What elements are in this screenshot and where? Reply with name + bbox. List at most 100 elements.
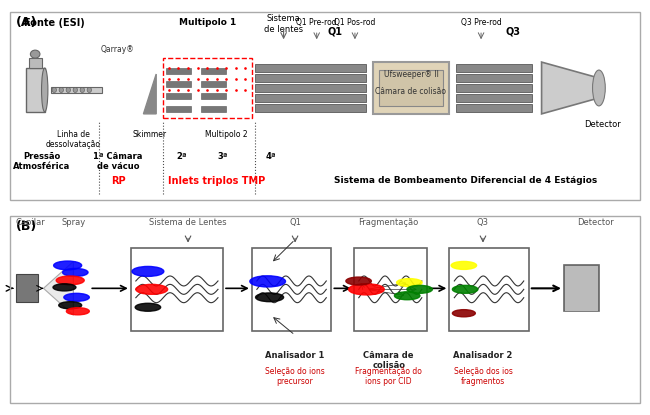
Text: Q3: Q3 xyxy=(477,217,489,227)
Bar xyxy=(456,104,532,112)
Circle shape xyxy=(395,292,420,300)
Text: Analisador 1: Analisador 1 xyxy=(265,351,325,360)
Bar xyxy=(255,104,367,112)
Text: Sistema de Lentes: Sistema de Lentes xyxy=(150,217,227,227)
Polygon shape xyxy=(144,74,156,114)
Text: Q1: Q1 xyxy=(327,26,342,36)
Ellipse shape xyxy=(42,68,48,112)
Bar xyxy=(564,266,599,311)
Bar xyxy=(379,70,443,106)
Text: Sistema de Bombeamento Diferencial de 4 Estágios: Sistema de Bombeamento Diferencial de 4 … xyxy=(333,176,597,185)
Bar xyxy=(255,84,367,92)
Text: Spray: Spray xyxy=(61,217,86,227)
Polygon shape xyxy=(44,261,73,315)
Bar xyxy=(25,68,45,112)
Circle shape xyxy=(53,284,76,291)
Bar xyxy=(51,87,102,93)
Bar xyxy=(252,247,332,331)
Bar xyxy=(166,81,191,87)
Text: Detector: Detector xyxy=(584,120,621,129)
Circle shape xyxy=(396,278,422,287)
Text: 3ª: 3ª xyxy=(218,152,228,161)
Bar xyxy=(255,74,367,82)
Text: Multipolo 1: Multipolo 1 xyxy=(179,18,236,27)
Text: (A): (A) xyxy=(16,16,38,29)
Bar xyxy=(255,94,367,102)
Text: Q1 Pos-rod: Q1 Pos-rod xyxy=(334,18,376,27)
Ellipse shape xyxy=(80,88,84,93)
Text: (B): (B) xyxy=(16,220,37,233)
Circle shape xyxy=(54,261,82,270)
Circle shape xyxy=(136,284,168,294)
Bar xyxy=(255,64,367,72)
Bar xyxy=(201,106,226,112)
Text: 2ª: 2ª xyxy=(176,152,187,161)
Ellipse shape xyxy=(66,88,70,93)
Text: Câmara de colisão: Câmara de colisão xyxy=(376,88,447,96)
Circle shape xyxy=(62,269,88,276)
Circle shape xyxy=(135,303,161,311)
Bar xyxy=(166,93,191,99)
Text: Fragmentação do
ions por CID: Fragmentação do ions por CID xyxy=(356,367,422,386)
Bar xyxy=(201,93,226,99)
Bar xyxy=(16,274,38,302)
Circle shape xyxy=(346,277,371,285)
Text: Pressão
Atmosférica: Pressão Atmosférica xyxy=(13,152,70,171)
Circle shape xyxy=(407,286,432,293)
Circle shape xyxy=(64,293,89,301)
Circle shape xyxy=(132,266,164,276)
Text: Q3: Q3 xyxy=(506,26,521,36)
Bar xyxy=(456,74,532,82)
Circle shape xyxy=(250,276,285,287)
Text: Capilar: Capilar xyxy=(16,217,46,227)
Ellipse shape xyxy=(593,70,605,106)
Text: Skimmer: Skimmer xyxy=(133,130,167,139)
Circle shape xyxy=(58,302,82,309)
Circle shape xyxy=(451,261,476,269)
Text: Detector: Detector xyxy=(577,217,614,227)
Circle shape xyxy=(255,293,283,302)
Bar xyxy=(456,94,532,102)
Text: Analisador 2: Analisador 2 xyxy=(453,351,513,360)
Bar xyxy=(373,62,449,114)
Ellipse shape xyxy=(31,50,40,58)
Ellipse shape xyxy=(52,88,57,93)
Bar xyxy=(201,68,226,74)
Circle shape xyxy=(348,284,384,295)
Bar xyxy=(166,68,191,74)
Text: Q3 Pre-rod: Q3 Pre-rod xyxy=(461,18,501,27)
Circle shape xyxy=(56,276,84,285)
Text: Multipolo 2: Multipolo 2 xyxy=(205,130,248,139)
Text: Seleção dos ios
fragmentos: Seleção dos ios fragmentos xyxy=(454,367,512,386)
Bar xyxy=(456,84,532,92)
Bar xyxy=(564,266,598,311)
Bar xyxy=(162,58,252,118)
Ellipse shape xyxy=(59,88,64,93)
Ellipse shape xyxy=(87,88,92,93)
Bar xyxy=(166,106,191,112)
Polygon shape xyxy=(541,62,599,114)
Text: 1ª Câmara
de vácuo: 1ª Câmara de vácuo xyxy=(94,152,142,171)
Text: Câmara de
colisão: Câmara de colisão xyxy=(363,351,414,371)
Text: Ufsweeper® II: Ufsweeper® II xyxy=(384,70,439,78)
Text: Fragmentação: Fragmentação xyxy=(359,217,419,227)
Bar xyxy=(29,58,42,68)
Text: Fonte (ESI): Fonte (ESI) xyxy=(24,18,84,28)
Text: Q1: Q1 xyxy=(289,217,301,227)
Ellipse shape xyxy=(73,88,77,93)
Circle shape xyxy=(66,308,89,315)
Text: Inlets triplos TMP: Inlets triplos TMP xyxy=(168,176,265,186)
Text: Q1 Pre-rod: Q1 Pre-rod xyxy=(296,18,337,27)
Circle shape xyxy=(452,286,478,293)
Bar xyxy=(354,247,427,331)
Text: Qarray®: Qarray® xyxy=(101,45,135,54)
Text: Sistema
de lentes: Sistema de lentes xyxy=(264,14,303,34)
Bar xyxy=(449,247,529,331)
Circle shape xyxy=(452,310,475,317)
Bar xyxy=(131,247,223,331)
Text: RP: RP xyxy=(111,176,125,186)
Text: Linha de
dessolvatação: Linha de dessolvatação xyxy=(46,130,101,149)
Bar xyxy=(201,81,226,87)
Text: 4ª: 4ª xyxy=(266,152,276,161)
Bar xyxy=(456,64,532,72)
